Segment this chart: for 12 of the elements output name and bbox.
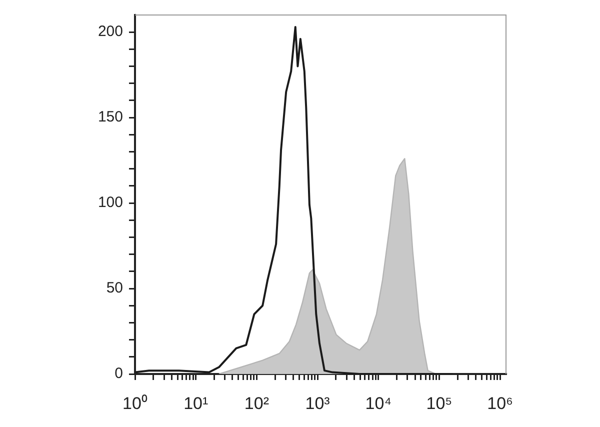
x-tick-label: 10²	[244, 394, 270, 413]
y-tick-label: 0	[114, 365, 123, 382]
y-tick-label: 50	[106, 280, 123, 297]
x-tick-label: 10¹	[184, 394, 208, 413]
x-tick-label: 10³	[305, 394, 330, 413]
y-tick-label: 100	[98, 194, 123, 212]
x-tick-label: 10⁶	[487, 394, 514, 413]
x-tick-label: 10⁴	[365, 394, 392, 413]
x-tick-label: 10⁵	[426, 394, 452, 413]
y-tick-label: 150	[98, 108, 123, 126]
y-tick-label: 200	[98, 23, 123, 40]
x-tick-label: 10⁰	[122, 394, 148, 413]
